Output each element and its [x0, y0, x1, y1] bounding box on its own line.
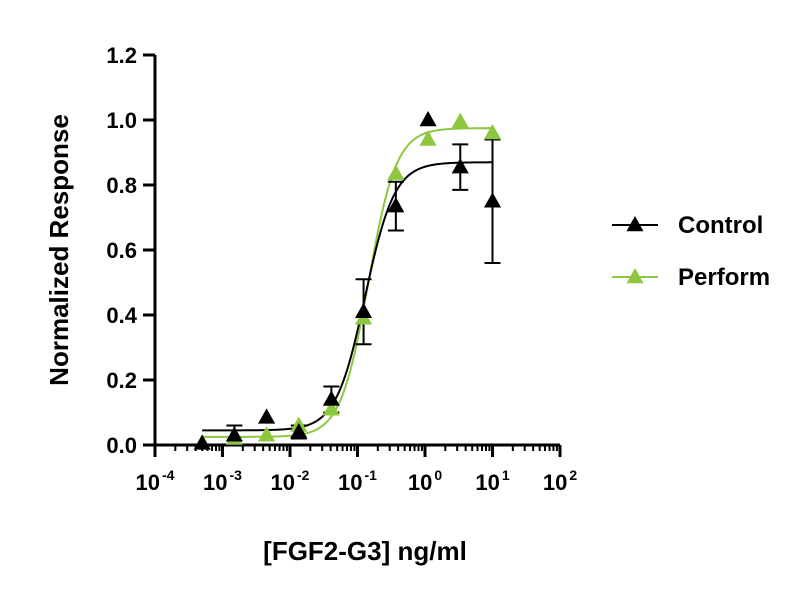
fit-curve-control [202, 161, 493, 432]
axes [143, 53, 562, 457]
data-point-control [419, 111, 437, 127]
legend-label-control: Control [678, 212, 763, 239]
data-point-control [193, 434, 211, 450]
data-point-perform [483, 124, 502, 140]
x-axis-title: [FGF2-G3] ng/ml [263, 536, 467, 566]
y-tick-label: 0.0 [106, 433, 137, 458]
y-tick-label: 0.8 [106, 173, 137, 198]
data-point-perform [322, 400, 340, 416]
x-tick-label: 10 -3 [203, 467, 242, 495]
data-point-control [355, 302, 373, 319]
x-tick-label: 10 -1 [338, 467, 377, 495]
x-tick-label: 10 1 [475, 467, 509, 495]
tick-labels: 0.0 0.2 0.4 0.6 0.8 1.0 1.2 10 -4 10 -3 10 -2 10 -1 10 0… [106, 43, 577, 495]
data-point-control [483, 192, 502, 208]
data-point-perform [387, 164, 405, 180]
error-bars [226, 138, 501, 446]
data-point-control [451, 158, 469, 174]
data-point-perform [419, 130, 437, 146]
data-point-perform [258, 426, 276, 442]
data-point-control [258, 408, 276, 424]
legend-label-perform: Perform [678, 264, 770, 291]
x-tick-label: 10 2 [543, 467, 577, 495]
y-tick-label: 1.0 [106, 108, 137, 133]
legend-marker-perform [626, 268, 644, 284]
y-axis-title: Normalized Response [44, 114, 74, 386]
fit-curve-perform [202, 127, 493, 438]
y-tick-label: 0.2 [106, 368, 137, 393]
x-tick-label: 10 -2 [271, 467, 310, 495]
data-point-control [322, 390, 340, 406]
y-tick-label: 0.6 [106, 238, 137, 263]
data-point-control [387, 197, 405, 213]
x-tick-label: 10 0 [408, 467, 442, 495]
legend-marker-control [626, 216, 644, 232]
data-point-control [225, 426, 243, 442]
x-tick-label: 10 -4 [136, 467, 175, 495]
y-tick-label: 0.4 [106, 303, 137, 328]
data-point-perform [451, 112, 469, 128]
fit-curves [202, 127, 493, 438]
legend: Control Perform [612, 212, 770, 291]
y-tick-label: 1.2 [106, 43, 137, 68]
data-points [193, 111, 502, 450]
data-point-control [290, 423, 308, 439]
